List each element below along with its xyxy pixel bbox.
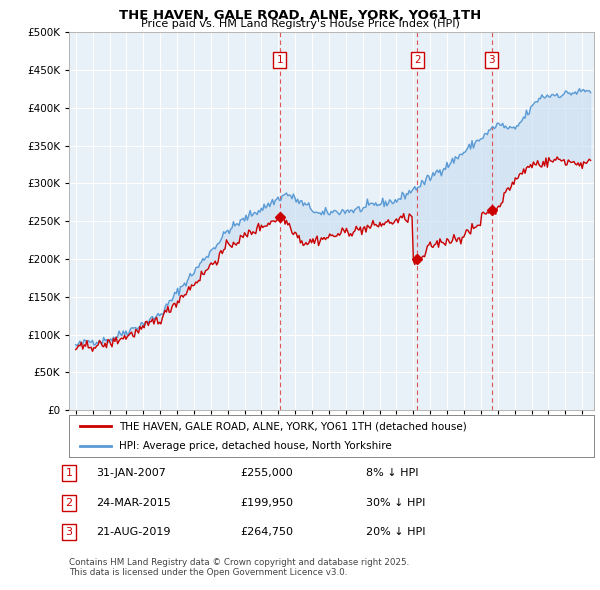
Text: 20% ↓ HPI: 20% ↓ HPI bbox=[366, 527, 425, 537]
Text: 3: 3 bbox=[65, 527, 73, 537]
Text: £264,750: £264,750 bbox=[240, 527, 293, 537]
Text: £255,000: £255,000 bbox=[240, 468, 293, 478]
Text: £199,950: £199,950 bbox=[240, 498, 293, 507]
Text: 1: 1 bbox=[65, 468, 73, 478]
Text: 21-AUG-2019: 21-AUG-2019 bbox=[96, 527, 170, 537]
Text: 30% ↓ HPI: 30% ↓ HPI bbox=[366, 498, 425, 507]
Text: 2: 2 bbox=[414, 55, 421, 65]
Text: Contains HM Land Registry data © Crown copyright and database right 2025.
This d: Contains HM Land Registry data © Crown c… bbox=[69, 558, 409, 577]
Text: HPI: Average price, detached house, North Yorkshire: HPI: Average price, detached house, Nort… bbox=[119, 441, 392, 451]
Text: 31-JAN-2007: 31-JAN-2007 bbox=[96, 468, 166, 478]
Text: 2: 2 bbox=[65, 498, 73, 507]
Text: 1: 1 bbox=[277, 55, 283, 65]
Text: 8% ↓ HPI: 8% ↓ HPI bbox=[366, 468, 419, 478]
Text: 24-MAR-2015: 24-MAR-2015 bbox=[96, 498, 171, 507]
Text: 3: 3 bbox=[488, 55, 495, 65]
Text: Price paid vs. HM Land Registry's House Price Index (HPI): Price paid vs. HM Land Registry's House … bbox=[140, 19, 460, 30]
Text: THE HAVEN, GALE ROAD, ALNE, YORK, YO61 1TH (detached house): THE HAVEN, GALE ROAD, ALNE, YORK, YO61 1… bbox=[119, 421, 467, 431]
Text: THE HAVEN, GALE ROAD, ALNE, YORK, YO61 1TH: THE HAVEN, GALE ROAD, ALNE, YORK, YO61 1… bbox=[119, 9, 481, 22]
